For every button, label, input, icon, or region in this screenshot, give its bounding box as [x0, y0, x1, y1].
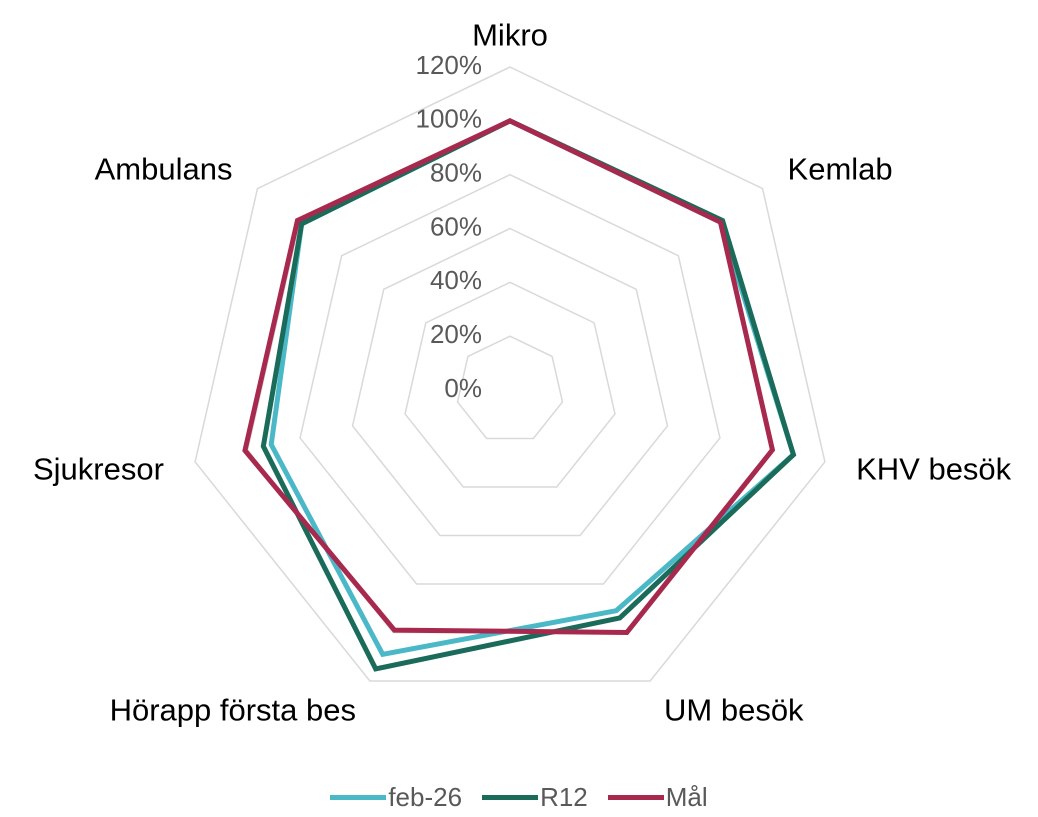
- y-tick-label: 0%: [444, 373, 482, 403]
- grid-ring: [351, 227, 669, 537]
- y-tick-label: 100%: [416, 104, 483, 134]
- legend-item: R12: [482, 782, 588, 813]
- category-label: Kemlab: [787, 151, 893, 187]
- y-tick-label: 20%: [430, 319, 482, 349]
- series-line: [242, 118, 776, 636]
- grid-ring: [299, 173, 721, 585]
- y-tick-label: 60%: [430, 211, 482, 241]
- category-label: Sjukresor: [32, 451, 164, 487]
- legend-swatch: [607, 795, 664, 800]
- legend-item: feb-26: [330, 782, 462, 813]
- grid-ring: [456, 335, 564, 440]
- legend-item: Mål: [607, 782, 708, 813]
- legend-label: Mål: [665, 782, 708, 812]
- category-label: UM besök: [664, 692, 804, 728]
- legend-label: R12: [540, 782, 588, 812]
- category-label: KHV besök: [856, 451, 1012, 487]
- grid-ring: [194, 66, 826, 682]
- series-line: [260, 118, 797, 672]
- category-label: Mikro: [472, 17, 548, 53]
- category-label: Ambulans: [94, 151, 233, 187]
- y-tick-label: 80%: [430, 158, 482, 188]
- y-tick-label: 40%: [430, 265, 482, 295]
- grid-ring: [246, 120, 774, 634]
- grid-ring: [404, 281, 616, 488]
- legend-swatch: [482, 795, 539, 800]
- legend: feb-26 R12 Mål: [0, 782, 1038, 813]
- legend-swatch: [330, 795, 387, 800]
- category-label: Hörapp första bes: [109, 692, 356, 728]
- y-tick-label: 120%: [416, 50, 483, 80]
- legend-label: feb-26: [388, 782, 463, 812]
